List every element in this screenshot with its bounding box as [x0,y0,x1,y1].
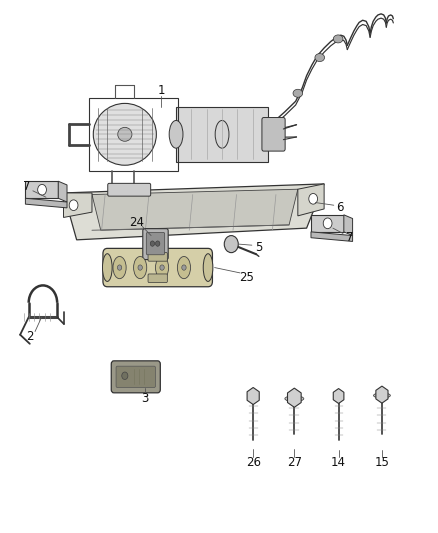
Text: 2: 2 [26,330,34,343]
Ellipse shape [155,256,169,279]
Ellipse shape [259,131,265,136]
Text: 5: 5 [255,241,262,254]
Ellipse shape [203,254,213,281]
FancyBboxPatch shape [146,232,165,255]
Polygon shape [333,389,344,403]
Circle shape [122,372,128,379]
Polygon shape [64,193,92,217]
Text: 7: 7 [346,231,353,244]
Polygon shape [58,181,67,202]
Polygon shape [64,184,324,240]
Circle shape [138,265,142,270]
Circle shape [309,193,318,204]
Ellipse shape [285,396,304,401]
Ellipse shape [177,256,191,279]
Text: 15: 15 [374,456,389,469]
Circle shape [323,218,332,229]
Text: 6: 6 [336,201,343,214]
Circle shape [155,241,160,246]
Polygon shape [287,388,301,407]
Ellipse shape [215,120,229,148]
Polygon shape [25,181,58,198]
Polygon shape [344,215,353,236]
Text: 27: 27 [287,456,302,469]
Circle shape [117,265,122,270]
Circle shape [224,236,238,253]
FancyBboxPatch shape [108,183,151,196]
Circle shape [160,265,164,270]
Text: 7: 7 [23,180,31,193]
Ellipse shape [113,256,126,279]
Circle shape [69,200,78,211]
Text: 1: 1 [157,84,165,97]
Circle shape [38,184,46,195]
Polygon shape [298,184,324,216]
Ellipse shape [93,103,156,165]
FancyBboxPatch shape [148,253,167,261]
FancyBboxPatch shape [111,361,160,393]
Text: 14: 14 [331,456,346,469]
Ellipse shape [293,90,303,98]
Polygon shape [25,198,67,208]
FancyBboxPatch shape [143,229,168,260]
FancyBboxPatch shape [116,366,155,387]
FancyBboxPatch shape [262,117,285,151]
Text: 3: 3 [141,392,148,405]
Ellipse shape [118,127,132,141]
Polygon shape [247,387,259,405]
Ellipse shape [169,120,183,148]
Polygon shape [92,189,298,230]
Ellipse shape [333,35,343,43]
Polygon shape [376,386,388,403]
Polygon shape [311,215,344,232]
Polygon shape [311,232,353,241]
Ellipse shape [102,254,112,281]
Ellipse shape [374,393,390,398]
Ellipse shape [315,53,325,62]
Text: 24: 24 [129,216,144,229]
Circle shape [150,241,155,246]
Text: 25: 25 [239,271,254,284]
Ellipse shape [134,256,147,279]
Text: 26: 26 [246,456,261,469]
Circle shape [182,265,186,270]
FancyBboxPatch shape [148,274,167,282]
Polygon shape [176,107,268,162]
FancyBboxPatch shape [103,248,212,287]
